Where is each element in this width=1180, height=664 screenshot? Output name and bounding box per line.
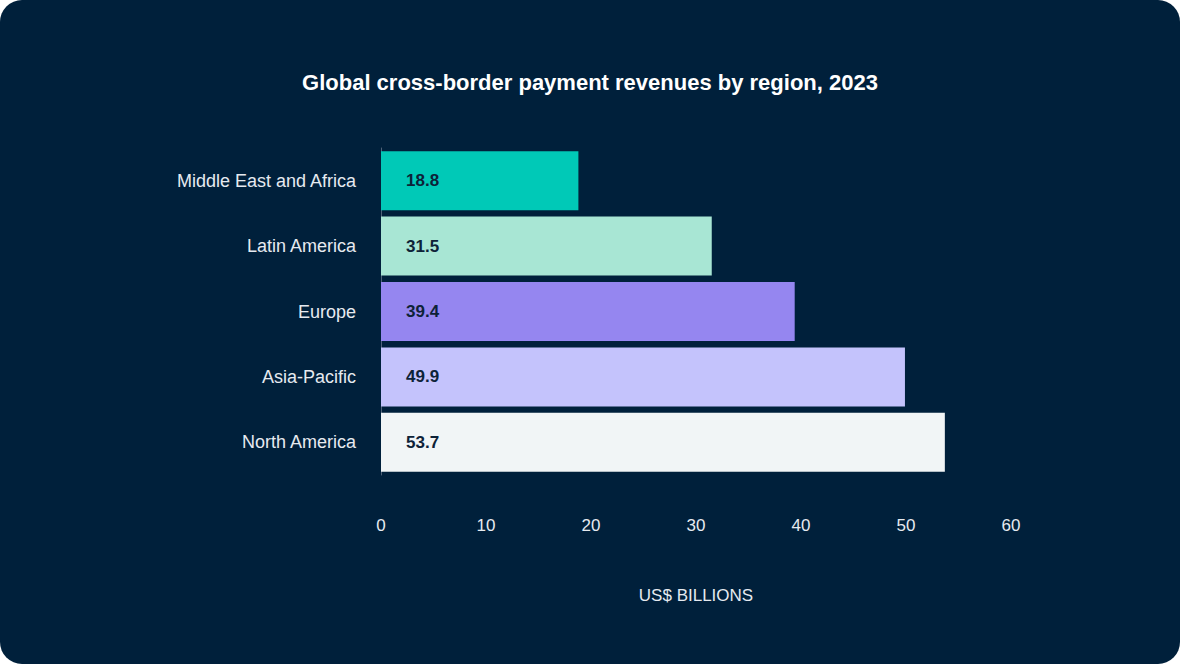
svg-text:40: 40 bbox=[792, 516, 811, 535]
svg-text:20: 20 bbox=[582, 516, 601, 535]
svg-text:10: 10 bbox=[477, 516, 496, 535]
svg-text:53.7: 53.7 bbox=[406, 433, 439, 452]
svg-text:Middle East and Africa: Middle East and Africa bbox=[177, 171, 357, 191]
svg-text:Global cross-border payment re: Global cross-border payment revenues by … bbox=[302, 70, 878, 95]
svg-text:18.8: 18.8 bbox=[406, 171, 439, 190]
svg-text:39.4: 39.4 bbox=[406, 302, 440, 321]
svg-text:Latin America: Latin America bbox=[247, 236, 357, 256]
svg-text:49.9: 49.9 bbox=[406, 367, 439, 386]
svg-text:60: 60 bbox=[1002, 516, 1021, 535]
svg-text:US$ BILLIONS: US$ BILLIONS bbox=[639, 586, 753, 605]
svg-text:0: 0 bbox=[376, 516, 385, 535]
svg-text:30: 30 bbox=[687, 516, 706, 535]
svg-text:31.5: 31.5 bbox=[406, 237, 439, 256]
svg-text:North America: North America bbox=[242, 432, 357, 452]
svg-text:Asia-Pacific: Asia-Pacific bbox=[262, 367, 356, 387]
svg-text:Europe: Europe bbox=[298, 302, 356, 322]
svg-text:50: 50 bbox=[897, 516, 916, 535]
